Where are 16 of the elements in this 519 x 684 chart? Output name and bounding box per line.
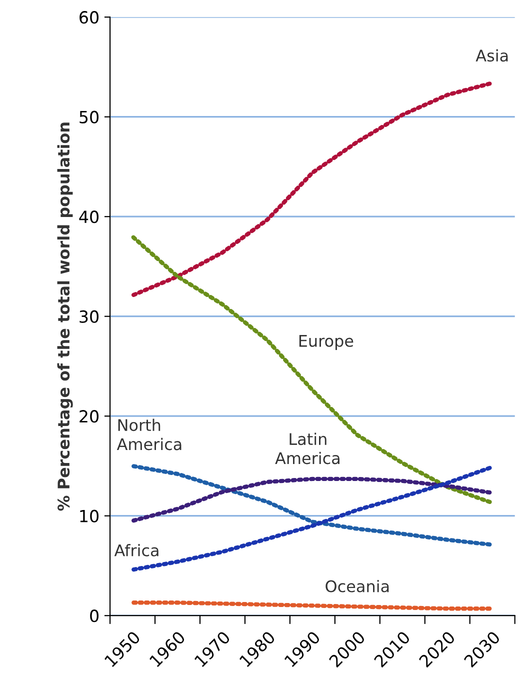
series-label: Latin America [275,432,340,464]
y-tick-label: 30 [80,310,99,323]
line-series [130,80,494,298]
series-label: Oceania [326,580,389,592]
y-tick-label: 20 [80,410,99,423]
series-label: North America [116,418,182,450]
series-label: Europe [299,335,354,350]
y-tick-label: 0 [90,610,99,622]
y-axis-title: % Percentage of the total world population [57,122,73,511]
series-label: Asia [476,49,508,62]
y-tick-label: 10 [80,510,99,522]
line-series [130,476,494,523]
y-tick-label: 50 [80,110,99,124]
series-label: Africa [114,544,158,556]
y-tick-label: 40 [79,210,99,224]
y-tick-label: 60 [80,11,99,24]
